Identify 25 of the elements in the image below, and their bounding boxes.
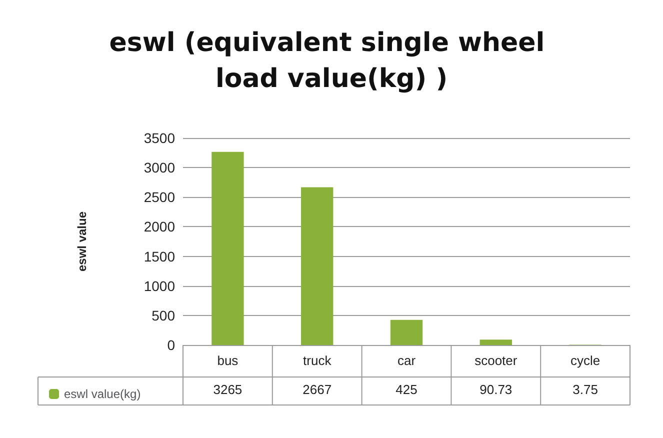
x-tick-label: bus: [217, 353, 239, 368]
y-tick-label: 500: [152, 307, 176, 324]
y-tick-label: 0: [167, 337, 176, 353]
y-tick-label: 3500: [144, 130, 176, 146]
y-tick-label: 2000: [144, 218, 176, 235]
data-label: 3.75: [572, 382, 598, 397]
bar: [301, 187, 334, 345]
y-tick-label: 1500: [144, 248, 176, 264]
legend-label: eswl value(kg): [64, 387, 141, 401]
data-label: 3265: [213, 382, 242, 397]
data-label: 2667: [302, 382, 332, 397]
x-tick-label: scooter: [474, 353, 518, 368]
y-tick-label: 2500: [144, 189, 176, 206]
x-tick-label: car: [397, 353, 416, 368]
bar: [390, 320, 423, 345]
y-axis-title: eswl value: [75, 211, 89, 272]
data-label: 90.73: [480, 382, 512, 397]
x-tick-label: truck: [303, 353, 332, 368]
data-label: 425: [396, 382, 418, 397]
y-tick-label: 1000: [144, 278, 176, 294]
y-tick-label: 3000: [144, 160, 176, 176]
x-tick-label: cycle: [570, 353, 600, 368]
bar: [212, 152, 244, 345]
chart-title: eswl (equivalent single wheel load value(kg) ): [109, 28, 554, 94]
bar: [480, 340, 512, 345]
